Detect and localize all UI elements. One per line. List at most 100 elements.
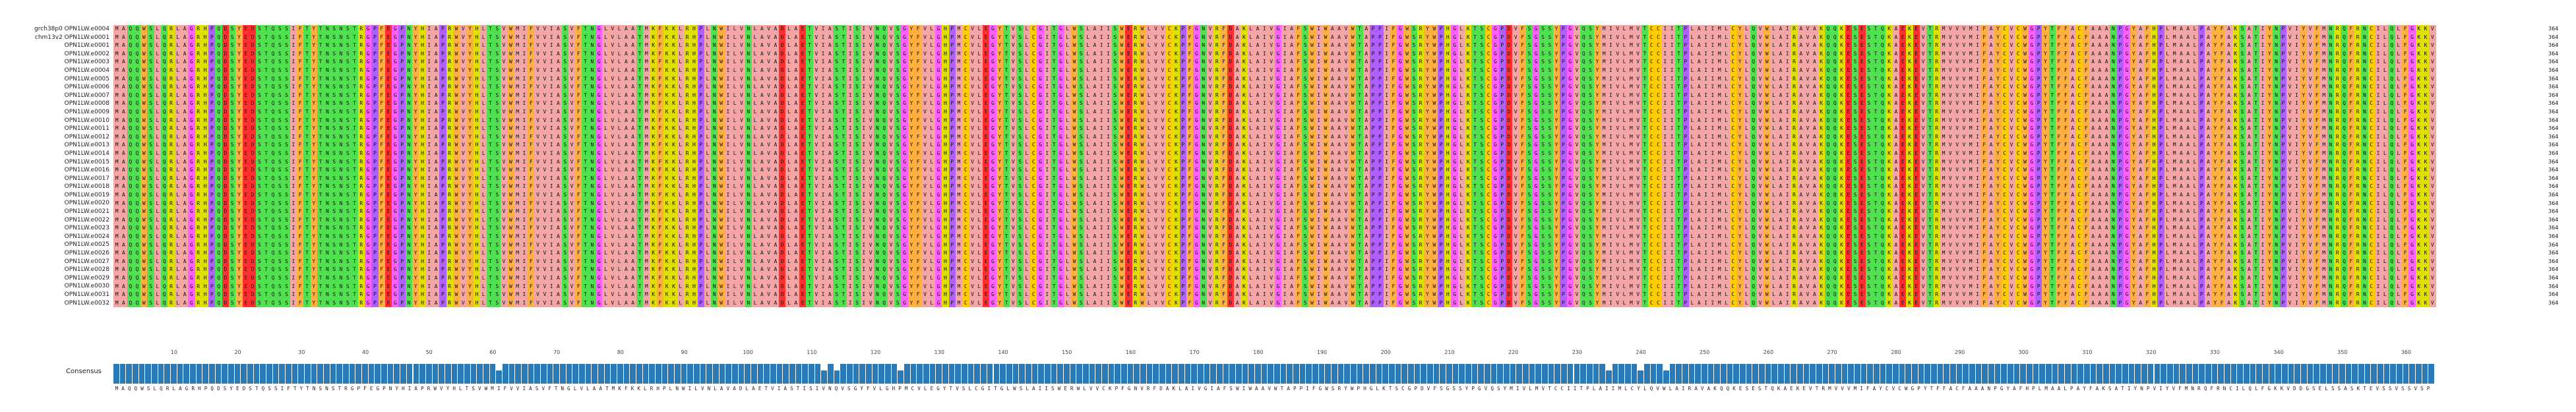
sequence-name[interactable]: OPN1LW.e0025 — [0, 241, 112, 249]
residue-cell: V — [2306, 74, 2314, 84]
sequence-name[interactable]: OPN1LW.e0021 — [0, 208, 112, 216]
residue-cell: V — [534, 116, 541, 125]
residue-cell: F — [2083, 33, 2090, 42]
residue-cell: A — [2184, 74, 2192, 84]
residue-cell: E — [799, 67, 807, 75]
residue-cell: Y — [1552, 58, 1560, 67]
sequence-name[interactable]: OPN1LW.e0032 — [0, 299, 112, 308]
residue-cell: Y — [996, 116, 1003, 125]
sequence-name[interactable]: OPN1LW.e0031 — [0, 291, 112, 299]
residue-cell: C — [1729, 125, 1736, 133]
residue-cell: R — [2354, 132, 2362, 142]
residue-cell: Q — [1831, 100, 1839, 108]
sequence-name[interactable]: OPN1LW.e0015 — [0, 158, 112, 167]
sequence-name[interactable]: OPN1LW.e0005 — [0, 75, 112, 84]
residue-cell: P — [2157, 91, 2164, 100]
residue-cell: I — [1974, 125, 1981, 133]
sequence-name[interactable]: OPN1LW.e0014 — [0, 150, 112, 158]
sequence-name[interactable]: OPN1LW.e0016 — [0, 166, 112, 175]
residue-cell: W — [1118, 116, 1126, 125]
sequence-name[interactable]: OPN1LW.e0029 — [0, 274, 112, 283]
sequence-name[interactable]: OPN1LW.e0023 — [0, 224, 112, 233]
sequence-name[interactable]: grch38p0 OPN1LW.e0004 — [0, 25, 112, 34]
sequence-name[interactable]: OPN1LW.e0020 — [0, 199, 112, 208]
sequence-name[interactable]: OPN1LW.e0028 — [0, 266, 112, 274]
residue-cell: G — [392, 100, 399, 108]
residue-cell: V — [1010, 33, 1017, 42]
sequence-name[interactable]: OPN1LW.e0026 — [0, 249, 112, 258]
residue-cell: N — [745, 67, 752, 75]
residue-cell: S — [894, 25, 902, 34]
sequence-name[interactable]: OPN1LW.e0010 — [0, 117, 112, 125]
sequence-name[interactable]: OPN1LW.e0022 — [0, 216, 112, 225]
residue-cell: L — [1064, 58, 1071, 67]
residue-cell: G — [1057, 33, 1064, 42]
sequence-name[interactable]: OPN1LW.e0001 — [0, 42, 112, 50]
sequence-name[interactable]: OPN1LW.e0011 — [0, 125, 112, 133]
residue-cell: C — [962, 125, 969, 133]
residue-cell: L — [751, 132, 759, 142]
residue-cell: S — [1539, 116, 1547, 125]
residue-cell: F — [1295, 49, 1302, 59]
sequence-name[interactable]: OPN1LW.e0030 — [0, 282, 112, 291]
residue-cell: F — [528, 67, 535, 75]
residue-cell: N — [324, 91, 331, 100]
residue-cell: A — [120, 100, 127, 108]
residue-cell: L — [2395, 42, 2403, 50]
residue-cell: C — [1729, 58, 1736, 67]
sequence-name[interactable]: OPN1LW.e0018 — [0, 183, 112, 191]
residue-cell: V — [460, 141, 467, 150]
residue-cell: L — [1084, 91, 1091, 100]
sequence-name[interactable]: OPN1LW.e0003 — [0, 58, 112, 67]
residue-cell: A — [772, 83, 780, 92]
residue-cell: A — [432, 83, 440, 92]
residue-cell: D — [1505, 58, 1513, 67]
sequence-name[interactable]: OPN1LW.e0013 — [0, 141, 112, 150]
residue-cell: V — [1634, 83, 1641, 92]
sequence-name[interactable]: OPN1LW.e0009 — [0, 108, 112, 117]
sequence-name[interactable]: OPN1LW.e0024 — [0, 233, 112, 241]
sequence-name[interactable]: OPN1LW.e0007 — [0, 92, 112, 100]
residue-cell: R — [1791, 116, 1798, 125]
sequence-name[interactable]: OPN1LW.e0019 — [0, 191, 112, 200]
residue-cell: I — [1661, 25, 1669, 34]
sequence-name[interactable]: OPN1LW.e0012 — [0, 133, 112, 142]
residue-cell: S — [1078, 58, 1085, 67]
residue-cell: L — [615, 42, 623, 50]
residue-cell: Y — [466, 108, 474, 117]
residue-cell: R — [683, 116, 691, 125]
sequence-name[interactable]: chm13v2 OPN1LW.e0001 — [0, 34, 112, 42]
sequence-name[interactable]: OPN1LW.e0008 — [0, 100, 112, 108]
residue-cell: S — [1546, 116, 1553, 125]
residue-cell: T — [1872, 108, 1880, 117]
sequence-name[interactable]: OPN1LW.e0017 — [0, 175, 112, 183]
residue-cell: M — [113, 74, 121, 84]
residue-cell: I — [1974, 108, 1981, 117]
sequence-name[interactable]: OPN1LW.e0002 — [0, 50, 112, 59]
residue-cell: V — [1756, 42, 1764, 50]
residue-cell: F — [2062, 108, 2070, 117]
residue-cell: I — [1281, 74, 1289, 84]
sequence-name[interactable]: OPN1LW.e0006 — [0, 83, 112, 92]
residue-cell: F — [1519, 33, 1526, 42]
residue-cell: I — [847, 42, 854, 50]
residue-cell: P — [697, 100, 704, 108]
sequence-name[interactable]: OPN1LW.e0027 — [0, 258, 112, 266]
sequence-name[interactable]: OPN1LW.e0004 — [0, 67, 112, 75]
residue-cell: G — [392, 58, 399, 67]
